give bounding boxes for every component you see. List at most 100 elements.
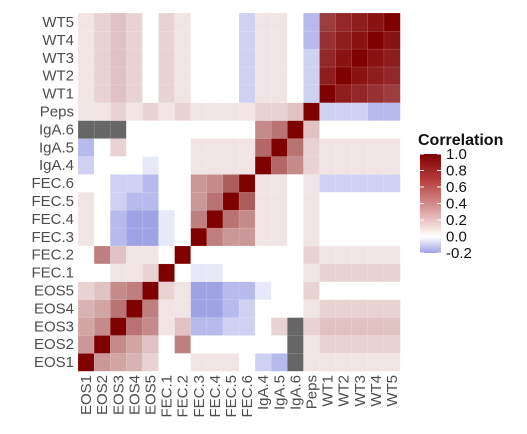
heatmap-cell-WT1-IgA.5 <box>271 84 288 103</box>
heatmap-cell-EOS4-EOS3 <box>109 299 127 318</box>
heatmap-cell-FEC.1-WT3 <box>351 263 369 283</box>
x-tick-label-WT4: WT4 <box>368 375 385 407</box>
heatmap-cell-FEC.5-EOS2 <box>93 191 111 211</box>
heatmap-cell-EOS4-IgA.5 <box>271 299 288 318</box>
heatmap-cell-Peps-FEC.5 <box>222 102 240 121</box>
heatmap-cell-IgA.4-WT5 <box>383 155 401 175</box>
heatmap-cell-WT2-EOS3 <box>109 66 127 86</box>
heatmap-cell-FEC.6-FEC.2 <box>174 173 192 193</box>
heatmap-cell-FEC.5-EOS3 <box>109 191 127 211</box>
heatmap-cell-EOS2-FEC.3 <box>190 335 208 354</box>
heatmap-cell-IgA.4-FEC.5 <box>222 155 240 175</box>
heatmap-cell-EOS5-FEC.6 <box>238 281 256 300</box>
heatmap-cell-EOS2-FEC.6 <box>238 335 256 354</box>
heatmap-cell-WT3-Peps <box>303 48 320 68</box>
heatmap-cell-EOS1-EOS4 <box>126 352 143 372</box>
heatmap-cell-EOS1-IgA.5 <box>271 352 288 372</box>
heatmap-cell-WT5-FEC.5 <box>222 12 240 32</box>
heatmap-cell-FEC.1-EOS4 <box>126 263 143 283</box>
heatmap-cell-FEC.3-FEC.3 <box>190 227 208 247</box>
heatmap-cell-WT1-EOS2 <box>93 84 111 103</box>
heatmap-cell-IgA.5-Peps <box>303 138 320 157</box>
heatmap-cell-FEC.3-WT1 <box>319 227 337 247</box>
heatmap-cell-IgA.6-EOS4 <box>126 120 143 139</box>
heatmap-cell-Peps-IgA.6 <box>287 102 304 121</box>
heatmap-cell-FEC.6-FEC.5 <box>222 173 240 193</box>
heatmap-cell-EOS1-FEC.5 <box>222 352 240 372</box>
heatmap-cell-WT3-FEC.4 <box>206 48 224 68</box>
heatmap-cell-FEC.2-EOS2 <box>93 245 111 265</box>
heatmap-cell-EOS4-FEC.4 <box>206 299 224 318</box>
heatmap-cell-WT1-IgA.4 <box>254 84 272 103</box>
heatmap-cell-WT1-EOS4 <box>126 84 143 103</box>
heatmap-cell-WT2-EOS5 <box>142 66 159 86</box>
heatmap-cell-FEC.2-Peps <box>303 245 320 265</box>
heatmap-cell-FEC.4-FEC.6 <box>238 209 256 229</box>
heatmap-cell-FEC.4-EOS4 <box>126 209 143 229</box>
heatmap-cell-IgA.6-IgA.5 <box>271 120 288 139</box>
heatmap-cell-IgA.6-WT5 <box>383 120 401 139</box>
heatmap-cell-IgA.4-IgA.5 <box>271 155 288 175</box>
heatmap-cell-WT5-EOS3 <box>109 12 127 32</box>
heatmap-cell-EOS3-FEC.3 <box>190 317 208 336</box>
heatmap-cell-FEC.4-FEC.3 <box>190 209 208 229</box>
heatmap-cell-FEC.6-WT5 <box>383 173 401 193</box>
heatmap-cell-IgA.4-FEC.4 <box>206 155 224 175</box>
x-tick-label-EOS3: EOS3 <box>110 375 127 415</box>
x-tick-label-WT3: WT3 <box>352 375 369 407</box>
heatmap-cell-EOS1-EOS1 <box>77 352 95 372</box>
heatmap-cell-FEC.3-IgA.5 <box>271 227 288 247</box>
y-tick-label-EOS4: EOS4 <box>34 300 74 317</box>
heatmap-cell-IgA.5-IgA.5 <box>271 138 288 157</box>
heatmap-cell-WT5-IgA.4 <box>254 12 272 32</box>
heatmap-cell-FEC.1-EOS5 <box>142 263 159 283</box>
heatmap-cell-WT2-FEC.2 <box>174 66 192 86</box>
heatmap-cell-EOS5-WT1 <box>319 281 337 300</box>
heatmap-cell-EOS3-IgA.6 <box>287 317 304 336</box>
heatmap-cell-IgA.5-FEC.4 <box>206 138 224 157</box>
heatmap-cell-FEC.5-FEC.5 <box>222 191 240 211</box>
heatmap-cell-EOS5-EOS1 <box>77 281 95 300</box>
heatmap-cell-Peps-FEC.3 <box>190 102 208 121</box>
heatmap-cell-IgA.6-FEC.4 <box>206 120 224 139</box>
heatmap-cell-IgA.6-FEC.1 <box>158 120 176 139</box>
heatmap-cell-FEC.5-IgA.6 <box>287 191 304 211</box>
heatmap-cell-Peps-WT3 <box>351 102 369 121</box>
heatmap-cell-FEC.2-WT2 <box>335 245 353 265</box>
heatmap-cell-IgA.6-IgA.6 <box>287 120 304 139</box>
heatmap-cell-EOS2-WT4 <box>367 335 385 354</box>
heatmap-cell-EOS4-EOS4 <box>126 299 143 318</box>
heatmap-cell-WT3-WT2 <box>335 48 353 68</box>
heatmap-cell-IgA.4-WT2 <box>335 155 353 175</box>
heatmap-cell-Peps-IgA.4 <box>254 102 272 121</box>
heatmap-cell-WT1-EOS1 <box>77 84 95 103</box>
heatmap-cell-FEC.4-WT5 <box>383 209 401 229</box>
heatmap-cell-FEC.1-FEC.3 <box>190 263 208 283</box>
heatmap-cell-WT2-EOS4 <box>126 66 143 86</box>
heatmap-cell-FEC.6-FEC.6 <box>238 173 256 193</box>
heatmap-cell-WT4-WT4 <box>367 30 385 50</box>
heatmap-cell-IgA.4-FEC.2 <box>174 155 192 175</box>
heatmap-cell-Peps-EOS3 <box>109 102 127 121</box>
heatmap-cell-WT1-WT2 <box>335 84 353 103</box>
heatmap-cell-WT2-IgA.5 <box>271 66 288 86</box>
heatmap-cell-IgA.6-FEC.5 <box>222 120 240 139</box>
heatmap-cell-WT4-FEC.4 <box>206 30 224 50</box>
heatmap-cell-WT5-FEC.6 <box>238 12 256 32</box>
heatmap-cell-Peps-FEC.1 <box>158 102 176 121</box>
heatmap-cell-EOS1-IgA.6 <box>287 352 304 372</box>
heatmap-cell-EOS2-WT2 <box>335 335 353 354</box>
heatmap-cell-IgA.6-WT4 <box>367 120 385 139</box>
heatmap-cell-EOS1-WT4 <box>367 352 385 372</box>
heatmap-cell-EOS4-EOS1 <box>77 299 95 318</box>
heatmap-cell-WT5-FEC.2 <box>174 12 192 32</box>
heatmap-cell-EOS3-WT1 <box>319 317 337 336</box>
x-axis-labels: EOS1 EOS2 EOS3 EOS4 EOS5 FEC.1 FEC.2 FEC.3 FEC.4… <box>78 375 401 418</box>
heatmap-cell-WT4-FEC.3 <box>190 30 208 50</box>
heatmap-cell-WT2-FEC.4 <box>206 66 224 86</box>
heatmap-cell-FEC.1-FEC.4 <box>206 263 224 283</box>
x-tick-label-FEC.1: FEC.1 <box>159 375 176 418</box>
heatmap-cell-WT3-FEC.2 <box>174 48 192 68</box>
heatmap-cell-WT5-WT5 <box>383 12 401 32</box>
heatmap-cell-WT5-FEC.3 <box>190 12 208 32</box>
